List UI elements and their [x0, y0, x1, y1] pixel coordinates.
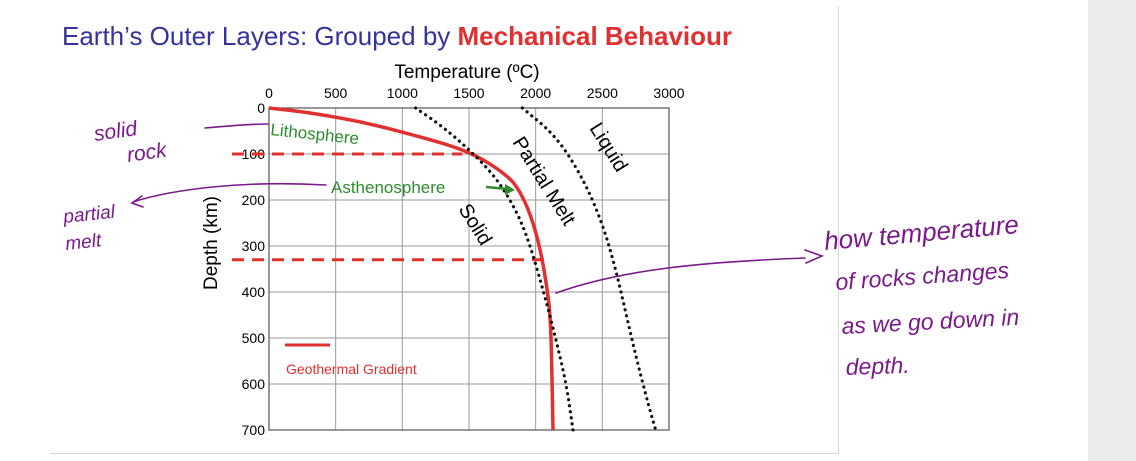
- title-part-2: Mechanical Behaviour: [458, 21, 733, 51]
- note-line-4: depth.: [845, 352, 910, 380]
- y-tick-label: 200: [242, 192, 266, 208]
- x-axis-label: Temperature (ºC): [394, 62, 539, 83]
- solid-rock-pointer: [204, 123, 269, 129]
- asthenosphere-arrow-shaft: [485, 185, 509, 191]
- x-tick-label: 0: [265, 85, 273, 101]
- x-tick-labels: 0 500 1000 1500 2000 2500 3000: [265, 85, 685, 101]
- depth-boundary-lines: [232, 152, 547, 262]
- asthenosphere-arrow-head: [505, 184, 515, 195]
- partial-melt-pointer-head: [130, 195, 144, 208]
- diagram-title: Earth’s Outer Layers: Grouped by Mechani…: [62, 21, 732, 51]
- liquid-label: Liquid: [585, 119, 632, 176]
- solid-label: Solid: [454, 200, 496, 249]
- x-tick-label: 2500: [587, 85, 618, 101]
- liquid-boundary-line: [520, 106, 658, 432]
- handwritten-melt: melt: [64, 230, 103, 255]
- right-sidebar: [1088, 0, 1136, 461]
- title-part-1: Earth’s Outer Layers: Grouped by: [62, 21, 458, 51]
- y-tick-label: 700: [242, 422, 266, 438]
- handwritten-annotations: solid rock partial melt how temperature …: [61, 117, 1020, 380]
- handwritten-rock: rock: [125, 138, 169, 167]
- note-line-2: of rocks changes: [835, 257, 1011, 295]
- x-tick-label: 500: [324, 85, 348, 101]
- note-pointer-head: [804, 249, 825, 264]
- note-pointer: [555, 257, 806, 294]
- partial-melt-pointer: [132, 182, 327, 203]
- y-tick-label: 600: [242, 376, 266, 392]
- y-tick-label: 500: [242, 330, 266, 346]
- y-tick-label: 400: [242, 284, 266, 300]
- chart-series: [268, 106, 658, 432]
- plot-border: [268, 107, 670, 431]
- handwritten-solid: solid: [92, 117, 139, 146]
- plot-grid: [268, 107, 670, 431]
- legend-label: Geothermal Gradient: [286, 361, 417, 377]
- x-tick-label: 2000: [520, 85, 551, 101]
- partial-melt-label: Partial Melt: [508, 133, 580, 230]
- x-tick-label: 1500: [453, 85, 484, 101]
- x-tick-label: 3000: [653, 85, 684, 101]
- note-line-3: as we go down in: [841, 304, 1020, 339]
- handwritten-partial: partial: [61, 202, 116, 228]
- asthenosphere-label: Asthenosphere: [331, 178, 445, 197]
- slide-frame: [50, 6, 839, 454]
- lithosphere-label: Lithosphere: [270, 120, 360, 148]
- geothermal-gradient-line: [268, 106, 555, 431]
- x-tick-label: 1000: [387, 85, 418, 101]
- solid-boundary-line: [414, 106, 575, 432]
- y-tick-label: 0: [257, 100, 265, 116]
- y-axis-label: Depth (km): [201, 196, 222, 290]
- y-tick-label: 300: [242, 238, 266, 254]
- note-line-1: how temperature: [823, 209, 1020, 256]
